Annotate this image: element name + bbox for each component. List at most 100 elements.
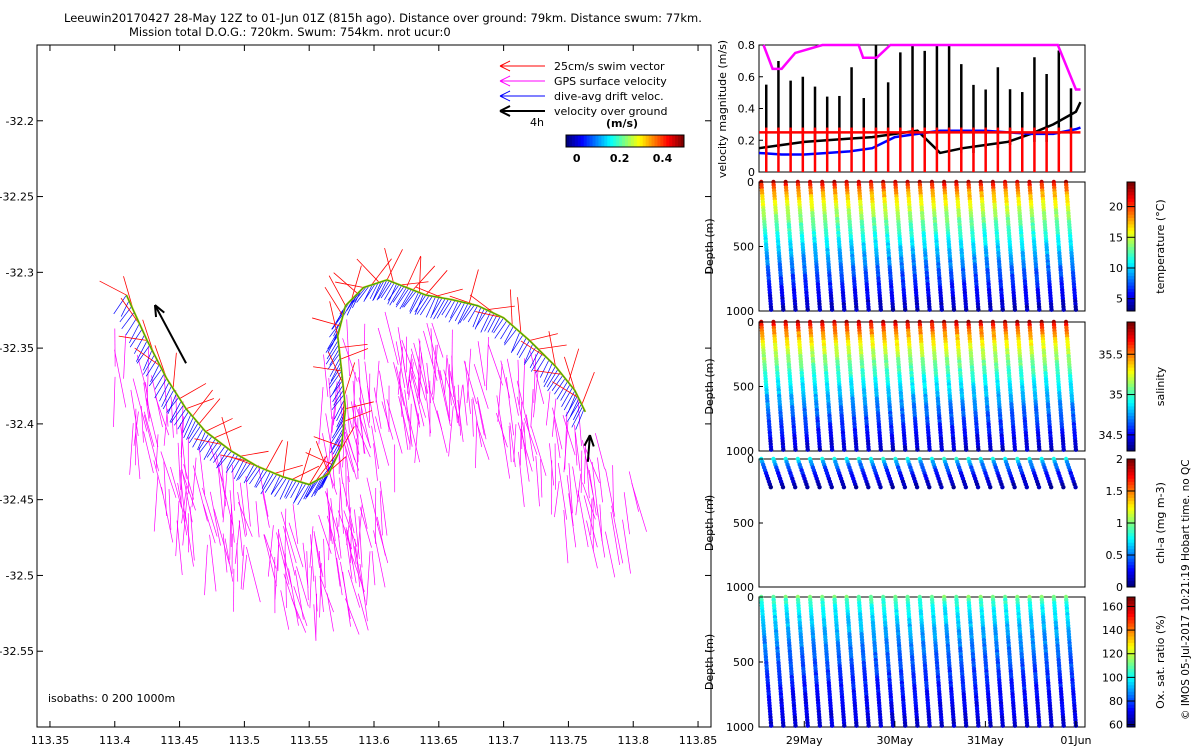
velocity-frame <box>758 44 1086 173</box>
swim-vector <box>305 452 334 466</box>
drift-vector <box>226 452 235 469</box>
gps-vector <box>143 382 150 422</box>
drift-vector <box>188 425 201 444</box>
drift-vector <box>546 369 559 388</box>
oxygen-colorbar-tick-label: 120 <box>1102 648 1123 661</box>
chla-point <box>914 484 920 490</box>
oxygen-point <box>988 723 993 728</box>
drift-vector <box>575 408 585 430</box>
chla-colorbar-cell <box>1127 484 1135 489</box>
temperature-colorbar-cell <box>1127 298 1135 302</box>
temperature-point <box>878 307 884 312</box>
oxygen-point <box>927 723 932 728</box>
drift-vector <box>206 441 219 458</box>
gps-vector <box>342 482 355 534</box>
drift-vector <box>353 286 367 303</box>
chla-point <box>853 484 859 490</box>
gps-vector <box>234 520 241 564</box>
gps-vector <box>343 510 358 547</box>
vog-arrow-shaft <box>586 435 591 462</box>
gps-vector <box>184 511 194 567</box>
drift-vector <box>535 356 547 373</box>
temperature-point <box>1000 307 1005 312</box>
chla-point <box>902 484 908 490</box>
drift-vector <box>373 280 385 300</box>
colorbar-cell <box>604 135 608 147</box>
chla-colorbar-cell <box>1127 567 1135 572</box>
drift-vector <box>279 478 291 500</box>
oxygen-colorbar-cell <box>1127 662 1135 666</box>
salinity-colorbar-tick-label: 35 <box>1109 389 1123 402</box>
drift-vector <box>330 432 344 454</box>
gps-vector <box>292 504 299 544</box>
oxygen-colorbar-tick-label: 100 <box>1102 671 1123 684</box>
drift-vector <box>551 375 564 391</box>
vog-arrow-head <box>583 434 591 447</box>
gps-vector <box>384 311 399 365</box>
oxygen-point <box>939 723 945 728</box>
gps-vector <box>229 490 235 543</box>
gps-vector <box>500 420 511 479</box>
drift-vector <box>467 305 478 323</box>
time-tick-label: 30May <box>876 734 913 747</box>
chla-point <box>1061 484 1066 490</box>
drift-vector <box>416 295 430 315</box>
salinity-colorbar-cell <box>1127 380 1135 384</box>
salinity-colorbar-cell <box>1127 363 1135 368</box>
chla-point <box>829 484 834 490</box>
swim-vector <box>581 371 595 405</box>
drift-vector <box>274 477 287 497</box>
gps-vector <box>426 322 442 380</box>
salinity-colorbar-cell <box>1127 334 1135 339</box>
drift-vector <box>380 281 393 299</box>
gps-vector <box>170 466 183 509</box>
gps-vector <box>209 491 221 546</box>
chla-colorbar-cell <box>1127 577 1135 582</box>
temperature-point <box>976 307 981 312</box>
gps-vector <box>349 516 357 565</box>
salinity-colorbar-cell <box>1127 354 1135 358</box>
gps-vector <box>580 450 583 493</box>
drift-vector <box>445 300 456 318</box>
colorbar-cell <box>648 135 653 147</box>
colorbar-cell <box>639 135 644 147</box>
chla-point <box>780 484 786 490</box>
gps-vector <box>517 422 533 472</box>
temperature-point <box>890 307 896 312</box>
oxygen-point <box>842 723 847 728</box>
drift-vector <box>516 337 527 356</box>
legend-swatch <box>499 60 511 67</box>
gps-vector <box>151 375 163 428</box>
legend-swatch <box>499 90 511 97</box>
gps-vector <box>523 422 527 460</box>
map-x-tick-label: 113.8 <box>617 734 649 747</box>
salinity-point <box>866 447 871 452</box>
colorbar-cell <box>589 135 594 147</box>
gps-vector <box>477 397 487 440</box>
gps-vector <box>155 434 159 469</box>
gps-vector <box>257 464 269 517</box>
legend-swatch <box>499 110 511 117</box>
temperature-colorbar-cell <box>1127 243 1135 247</box>
swim-vector <box>517 297 522 333</box>
gps-vector <box>473 364 489 409</box>
salinity-colorbar-tick-label: 35.5 <box>1099 348 1124 361</box>
colorbar-cell <box>636 135 641 147</box>
temperature-colorbar-cell <box>1127 240 1135 244</box>
gps-vector <box>551 398 557 437</box>
colorbar-cell <box>669 135 673 147</box>
colorbar-cell <box>586 135 591 147</box>
drift-vector <box>246 466 258 483</box>
gps-vector <box>354 538 361 588</box>
drift-vector <box>329 348 340 366</box>
salinity-y-tick-label: 500 <box>733 381 754 394</box>
gps-vector <box>354 509 360 560</box>
gps-vector <box>345 446 350 483</box>
chla-colorbar-cell <box>1127 523 1135 527</box>
drift-vector <box>491 316 501 333</box>
temperature-point <box>1037 307 1042 312</box>
velocity-y-tick-label: 0.4 <box>738 103 756 116</box>
temperature-point <box>842 307 847 312</box>
gps-vector <box>485 337 489 391</box>
